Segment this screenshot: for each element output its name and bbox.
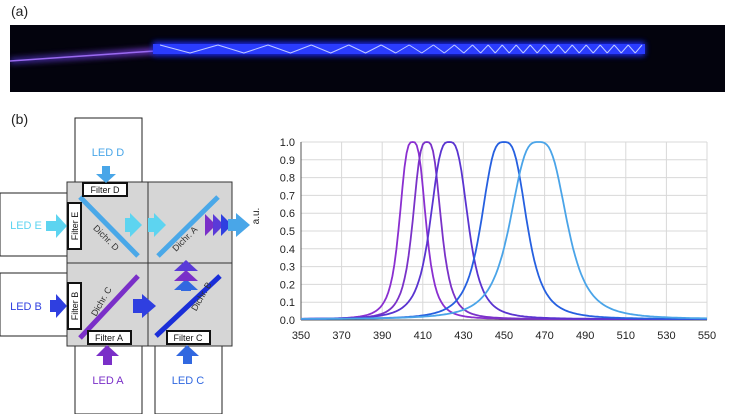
filter-e-label: Filter E — [70, 212, 80, 241]
x-tick-label: 430 — [454, 330, 472, 342]
filter-b-label: Filter B — [70, 292, 80, 321]
fiber-lead — [10, 50, 156, 62]
x-tick-label: 450 — [495, 330, 513, 342]
led-e-label: LED E — [10, 220, 42, 232]
dichroic-b — [154, 274, 222, 338]
x-tick-labels: 350 370 390 410 430 450 470 490 510 530 550 — [292, 330, 716, 342]
y-tick-label: 0.7 — [280, 190, 295, 202]
y-tick-label: 0.8 — [280, 173, 295, 185]
x-tick-label: 550 — [698, 330, 716, 342]
filter-c-label: Filter C — [174, 333, 204, 343]
arrow-bc-through-b — [133, 294, 156, 318]
filter-b — [67, 282, 82, 330]
x-tick-label: 410 — [414, 330, 432, 342]
arrow-up-combined — [174, 260, 198, 291]
x-tick-label: 370 — [332, 330, 350, 342]
arrow-led-d — [96, 166, 116, 183]
filter-d-label: Filter D — [91, 185, 121, 195]
y-tick-label: 0.2 — [280, 279, 295, 291]
fiber-photograph — [10, 25, 725, 92]
y-axis-label: a.u. — [251, 208, 262, 225]
x-tick-label: 390 — [373, 330, 391, 342]
y-tick-labels: 0.0 0.1 0.2 0.3 0.4 0.5 0.6 0.7 0.8 0.9 1.0 — [280, 137, 295, 327]
arrow-output-stack — [205, 213, 250, 237]
arrow-led-a — [96, 345, 119, 365]
arrow-e-through-d — [125, 213, 142, 237]
arrow-top-right-cyan — [148, 213, 166, 237]
chart-grid — [300, 141, 708, 321]
dichroic-a — [156, 195, 220, 258]
series-line-5 — [301, 141, 708, 320]
optical-schematic: LED D LED E LED B LED A LED C Filter D F… — [0, 112, 255, 415]
led-c-label: LED C — [172, 375, 204, 387]
dichroic-d — [78, 195, 140, 258]
y-tick-label: 0.0 — [280, 315, 295, 327]
led-d-label: LED D — [92, 147, 124, 159]
filter-e — [67, 202, 82, 250]
y-tick-label: 0.3 — [280, 262, 295, 274]
filter-d — [82, 182, 128, 197]
y-tick-label: 0.4 — [280, 244, 295, 256]
led-a-label: LED A — [92, 375, 124, 387]
x-tick-label: 470 — [535, 330, 553, 342]
x-tick-label: 490 — [576, 330, 594, 342]
arrow-led-c — [176, 345, 199, 364]
dichroic-c — [78, 274, 140, 340]
filter-c — [166, 330, 211, 345]
fiber-spiral — [159, 44, 643, 54]
x-tick-label: 350 — [292, 330, 310, 342]
y-tick-label: 0.5 — [280, 226, 295, 238]
led-b-label: LED B — [10, 301, 42, 313]
emission-spectra-chart: 0.0 0.1 0.2 0.3 0.4 0.5 0.6 0.7 0.8 0.9 1.0 350 370… — [245, 128, 735, 414]
y-tick-label: 1.0 — [280, 137, 295, 149]
arrow-led-e — [46, 214, 67, 238]
y-tick-label: 0.1 — [280, 297, 295, 309]
arrow-led-b — [50, 294, 67, 318]
x-tick-label: 510 — [617, 330, 635, 342]
fiber-body — [153, 44, 645, 54]
panel-label-b: (b) — [11, 111, 29, 127]
chart-series — [301, 141, 708, 320]
filter-a-label: Filter A — [95, 333, 123, 343]
y-tick-label: 0.6 — [280, 208, 295, 220]
x-tick-label: 530 — [657, 330, 675, 342]
panel-label-a: (a) — [11, 3, 29, 19]
filter-a — [87, 330, 132, 345]
y-tick-label: 0.9 — [280, 155, 295, 167]
